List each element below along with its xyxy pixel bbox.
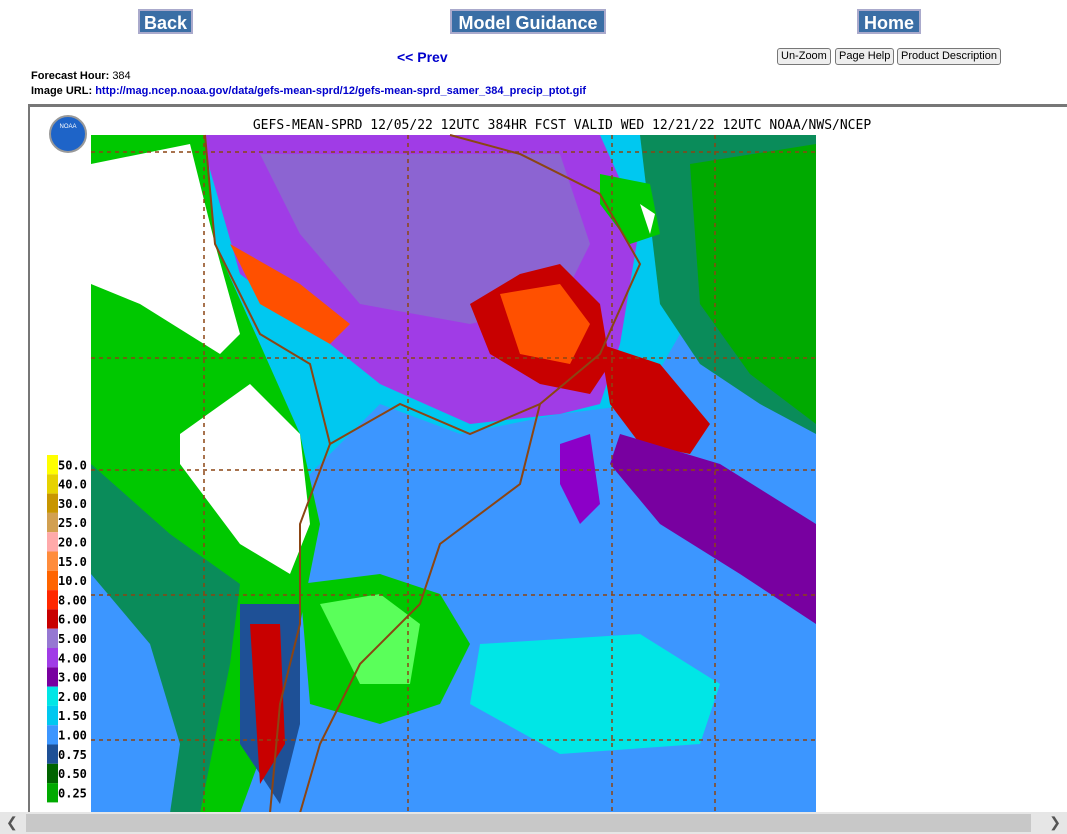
scroll-right[interactable]: ❯ xyxy=(1049,814,1061,830)
scrollbar[interactable]: ❮ ❯ xyxy=(0,812,1067,834)
legend-swatch xyxy=(47,512,58,533)
legend-swatch xyxy=(47,705,58,726)
grid-lines xyxy=(91,135,816,813)
legend-swatch xyxy=(47,763,58,784)
legend-swatch xyxy=(47,667,58,687)
legend-swatch xyxy=(47,725,58,745)
image-url: Image URL: http://mag.ncep.noaa.gov/data… xyxy=(31,85,586,97)
scroll-left[interactable]: ❮ xyxy=(6,814,18,830)
legend-swatch xyxy=(47,474,58,494)
legend-label: 5.00 xyxy=(58,632,87,646)
product-description-button[interactable]: Product Description xyxy=(897,48,1001,65)
legend-swatch xyxy=(47,609,58,629)
legend-label: 2.00 xyxy=(58,690,87,704)
home-button[interactable]: Home xyxy=(857,9,921,34)
legend-label: 40.0 xyxy=(58,478,87,492)
image-link[interactable]: http://mag.ncep.noaa.gov/data/gefs-mean-… xyxy=(95,85,587,97)
forecast-hour: Forecast Hour: 384 xyxy=(31,70,131,82)
unzoom-button[interactable]: Un-Zoom xyxy=(777,48,831,65)
legend-swatch xyxy=(47,493,58,513)
map-title: GEFS-MEAN-SPRD 12/05/22 12UTC 384HR FCST… xyxy=(253,118,871,133)
coastlines xyxy=(204,134,642,814)
logo-text: NOAA xyxy=(59,124,76,130)
legend-label: 0.75 xyxy=(58,748,87,762)
legend-label: 1.00 xyxy=(58,729,87,743)
label: Forecast Hour: xyxy=(31,70,110,82)
legend-label: 4.00 xyxy=(58,651,87,665)
legend-label: 50.0 xyxy=(58,458,87,472)
legend-swatch xyxy=(47,783,58,803)
model-guidance-button[interactable]: Model Guidance xyxy=(450,9,606,34)
legend-swatch xyxy=(47,648,58,668)
frame xyxy=(28,104,1067,107)
legend-swatch xyxy=(47,455,58,475)
legend-label: 8.00 xyxy=(58,593,87,607)
legend-label: 6.00 xyxy=(58,613,87,627)
legend-label: 20.0 xyxy=(58,536,87,550)
prev-link[interactable]: << Prev xyxy=(397,49,448,65)
back-button[interactable]: Back xyxy=(138,9,193,34)
legend-swatch xyxy=(47,532,58,552)
legend-swatch xyxy=(47,686,58,706)
legend-label: 10.0 xyxy=(58,574,87,588)
noaa-logo xyxy=(49,115,87,153)
legend-swatch xyxy=(47,590,58,610)
frame xyxy=(28,104,30,834)
legend-label: 15.0 xyxy=(58,555,87,569)
forecast-map: NOAA GEFS-MEAN-SPRD 12/05/22 12UTC 384HR… xyxy=(28,104,1067,834)
value: 384 xyxy=(112,70,131,82)
legend-swatch xyxy=(47,570,58,591)
legend-label: 0.50 xyxy=(58,767,87,781)
legend-label: 25.0 xyxy=(58,516,87,530)
map-field xyxy=(91,135,816,813)
legend-label: 0.25 xyxy=(58,786,87,800)
legend-label: 1.50 xyxy=(58,709,87,723)
scroll-thumb[interactable] xyxy=(26,814,1031,832)
legend-swatch xyxy=(47,551,58,571)
legend: 50.0 40.0 30.0 25.0 20.0 15.0 10.0 8.00 6.00 5.00… xyxy=(47,455,87,803)
page-help-button[interactable]: Page Help xyxy=(835,48,895,65)
legend-label: 30.0 xyxy=(58,497,87,511)
label: Image URL: xyxy=(31,85,93,97)
legend-swatch xyxy=(47,628,58,648)
legend-label: 3.00 xyxy=(58,671,87,685)
legend-swatch xyxy=(47,744,58,764)
